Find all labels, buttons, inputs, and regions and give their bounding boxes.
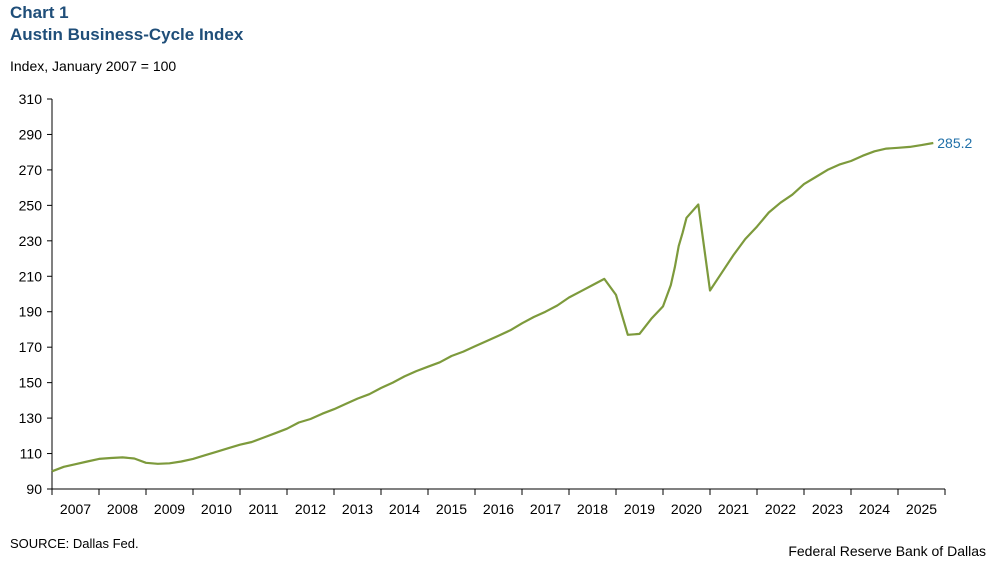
x-tick-label: 2009 <box>154 501 185 517</box>
x-tick-label: 2022 <box>765 501 796 517</box>
x-tick-label: 2020 <box>671 501 702 517</box>
y-tick-label: 210 <box>19 268 43 284</box>
x-tick-label: 2019 <box>624 501 655 517</box>
y-tick-label: 110 <box>20 446 43 462</box>
series-line <box>51 141 934 473</box>
x-tick-label: 2010 <box>201 501 232 517</box>
y-tick-label: 230 <box>19 233 43 249</box>
series-group: 285.2 <box>51 135 972 473</box>
x-tick-label: 2015 <box>436 501 467 517</box>
chart-number: Chart 1 <box>10 3 69 22</box>
y-tick-label: 130 <box>19 410 43 426</box>
x-axis: 2007 2008 2009 2010 2011 2012 2013 2014 2015 2016… <box>51 488 946 517</box>
x-tick-label: 2021 <box>718 501 749 517</box>
x-tick-label: 2011 <box>248 501 278 517</box>
x-tick-label: 2017 <box>530 501 561 517</box>
chart-title: Austin Business-Cycle Index <box>10 25 244 44</box>
x-tick-label: 2024 <box>859 501 890 517</box>
y-tick-label: 90 <box>26 481 42 497</box>
y-tick-label: 170 <box>19 339 43 355</box>
x-tick-label: 2012 <box>295 501 326 517</box>
credit-note: Federal Reserve Bank of Dallas <box>788 543 986 559</box>
source-note: SOURCE: Dallas Fed. <box>10 536 139 551</box>
x-tick-label: 2023 <box>812 501 843 517</box>
x-tick-label: 2018 <box>577 501 608 517</box>
y-tick-label: 190 <box>19 304 43 320</box>
x-tick-label: 2016 <box>483 501 514 517</box>
y-tick-label: 290 <box>19 126 43 142</box>
y-axis-unit-label: Index, January 2007 = 100 <box>10 58 177 74</box>
end-value-label: 285.2 <box>937 135 972 151</box>
y-tick-label: 250 <box>19 197 43 213</box>
x-tick-label: 2008 <box>107 501 138 517</box>
y-axis: 90 110 130 150 170 190 210 230 250 270 290 310 <box>19 91 53 497</box>
y-tick-label: 150 <box>19 375 43 391</box>
x-tick-label: 2013 <box>342 501 373 517</box>
y-tick-label: 270 <box>19 162 43 178</box>
x-tick-label: 2025 <box>906 501 937 517</box>
x-tick-label: 2007 <box>60 501 91 517</box>
x-tick-label: 2014 <box>389 501 420 517</box>
y-tick-label: 310 <box>19 91 43 107</box>
